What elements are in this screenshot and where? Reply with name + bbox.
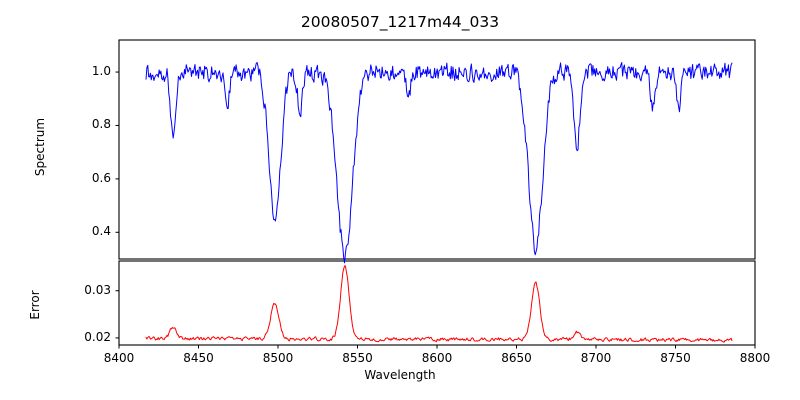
xtick-label: 8400 xyxy=(103,351,135,365)
spectrum-panel-frame xyxy=(118,39,756,260)
wavelength-axis-label: Wavelength xyxy=(364,368,436,382)
error-panel-frame xyxy=(118,260,756,346)
spectrum-ytick-label: 0.8 xyxy=(91,117,111,132)
xtick-label: 8650 xyxy=(501,351,532,365)
xtick-label: 8600 xyxy=(421,351,453,365)
axis-ticks xyxy=(115,71,756,349)
spectrum-ytick-label: 0.6 xyxy=(91,170,111,185)
xtick-label: 8800 xyxy=(739,351,771,365)
xtick-label: 8700 xyxy=(580,351,612,365)
spectrum-axis-label: Spectrum xyxy=(33,117,47,177)
spectrum-ytick-label: 1.0 xyxy=(91,64,111,79)
spectrum-line xyxy=(145,62,733,264)
xtick-label: 8750 xyxy=(660,351,691,365)
spectrum-ytick-label: 0.4 xyxy=(91,224,111,239)
xtick-label: 8550 xyxy=(342,351,373,365)
error-line xyxy=(145,265,733,343)
error-ytick-label: 0.02 xyxy=(84,329,111,344)
page-title: 20080507_1217m44_033 xyxy=(300,13,500,31)
error-ytick-label: 0.03 xyxy=(84,282,111,297)
xtick-label: 8450 xyxy=(183,351,214,365)
error-axis-label: Error xyxy=(28,290,42,320)
xtick-label: 8500 xyxy=(262,351,294,365)
